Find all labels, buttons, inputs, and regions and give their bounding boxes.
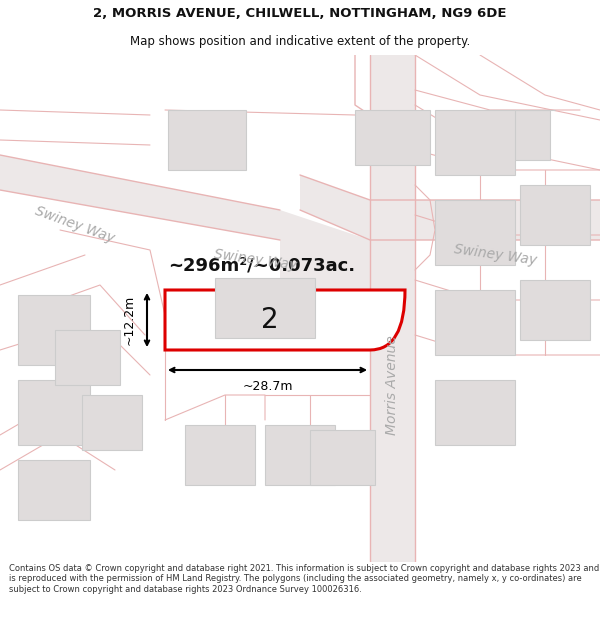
Text: Map shows position and indicative extent of the property.: Map shows position and indicative extent… — [130, 35, 470, 48]
Polygon shape — [435, 380, 515, 445]
Polygon shape — [185, 425, 255, 485]
Polygon shape — [168, 110, 246, 170]
Polygon shape — [520, 280, 590, 340]
Text: Morris Avenue: Morris Avenue — [385, 335, 399, 435]
Text: Swiney Way: Swiney Way — [452, 242, 538, 268]
Polygon shape — [18, 295, 90, 365]
Text: Swiney Way: Swiney Way — [34, 204, 116, 246]
Polygon shape — [435, 290, 515, 355]
PathPatch shape — [165, 290, 405, 350]
Polygon shape — [215, 278, 315, 338]
Polygon shape — [370, 55, 415, 562]
Text: 2: 2 — [261, 306, 279, 334]
Polygon shape — [520, 185, 590, 245]
Polygon shape — [18, 460, 90, 520]
Polygon shape — [310, 430, 375, 485]
Polygon shape — [435, 200, 515, 265]
Text: ~296m²/~0.073ac.: ~296m²/~0.073ac. — [169, 256, 356, 274]
Polygon shape — [475, 110, 550, 160]
Polygon shape — [435, 110, 515, 175]
Text: Swiney Way: Swiney Way — [212, 248, 298, 272]
Polygon shape — [300, 175, 600, 240]
Text: ~12.2m: ~12.2m — [122, 295, 136, 345]
Polygon shape — [355, 110, 430, 165]
Polygon shape — [280, 210, 370, 310]
Polygon shape — [18, 380, 90, 445]
Polygon shape — [82, 395, 142, 450]
Polygon shape — [265, 425, 335, 485]
Text: ~28.7m: ~28.7m — [242, 379, 293, 392]
Text: 2, MORRIS AVENUE, CHILWELL, NOTTINGHAM, NG9 6DE: 2, MORRIS AVENUE, CHILWELL, NOTTINGHAM, … — [93, 8, 507, 20]
Polygon shape — [55, 330, 120, 385]
Polygon shape — [0, 155, 280, 240]
Text: Contains OS data © Crown copyright and database right 2021. This information is : Contains OS data © Crown copyright and d… — [9, 564, 599, 594]
